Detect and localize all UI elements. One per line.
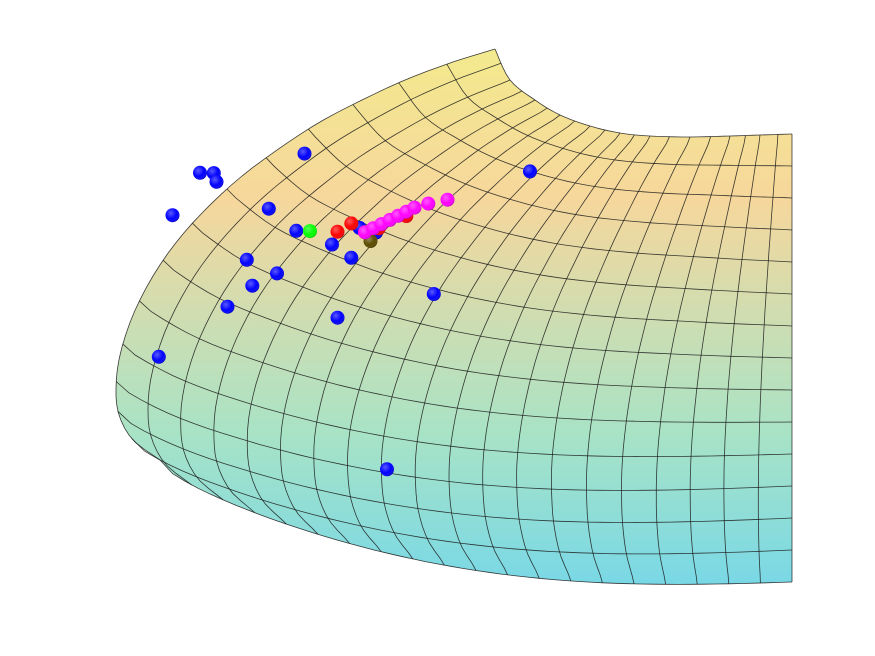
grid-column-line — [516, 135, 651, 579]
grid-column-line — [757, 134, 779, 584]
scatter-point — [344, 216, 359, 231]
scatter-point — [440, 192, 455, 207]
scatter-point — [245, 278, 260, 293]
scatter-point — [426, 287, 441, 301]
grid-column-line — [246, 99, 536, 525]
surface-grid — [115, 48, 793, 585]
scatter-point — [344, 250, 359, 265]
scatter-point-shading — [344, 250, 359, 265]
scatter-point-shading — [325, 237, 339, 252]
scatter-point — [220, 299, 235, 314]
grid-column-line — [414, 129, 606, 566]
scatter-point-shading — [289, 223, 304, 238]
scatter-point-shading — [151, 349, 166, 364]
grid-column-line — [313, 114, 561, 544]
grid-column-line — [551, 136, 670, 582]
scatter-point-shading — [245, 278, 260, 293]
scatter-point — [151, 349, 166, 364]
scatter-point — [421, 196, 436, 211]
grid-column-line — [147, 62, 502, 486]
scatter-point-shading — [344, 216, 359, 231]
scatter-point — [407, 200, 422, 215]
scatter-point-shading — [426, 287, 441, 301]
scatter-point — [297, 146, 312, 161]
scatter-points — [151, 146, 537, 477]
scatter-point-shading — [330, 310, 345, 325]
scatter-point-shading — [297, 146, 312, 161]
scatter-point — [239, 252, 254, 267]
scatter-point — [330, 224, 345, 239]
scatter-point-shading — [220, 299, 235, 314]
grid-column-line — [448, 132, 621, 571]
grid-column-line — [621, 136, 711, 584]
scatter-point-shading — [270, 266, 284, 281]
scatter-point-shading — [193, 165, 207, 180]
scatter-point-shading — [239, 252, 254, 267]
scatter-point — [270, 266, 284, 281]
scatter-point — [380, 462, 394, 477]
scatter-point — [289, 223, 304, 238]
scatter-point — [193, 165, 207, 180]
scatter-point — [325, 237, 339, 252]
scatter-point — [209, 174, 224, 189]
scatter-point-shading — [421, 196, 436, 211]
grid-column-line — [279, 107, 548, 535]
scatter-point-shading — [380, 462, 394, 477]
grid-column-line — [586, 136, 691, 583]
grid-column-line — [689, 135, 746, 585]
grid-column-line — [347, 120, 575, 552]
scatter-point-shading — [330, 224, 345, 239]
scatter-point — [330, 310, 345, 325]
scatter-point — [261, 201, 276, 216]
scatter-point-shading — [209, 174, 224, 189]
grid-column-line — [380, 125, 591, 560]
scatter-point — [303, 224, 317, 239]
grid-column-line — [115, 48, 496, 461]
grid-column-line — [655, 135, 731, 585]
scatter-point-shading — [523, 164, 537, 179]
scatter-point — [523, 164, 537, 179]
scatter-point-shading — [407, 200, 422, 215]
scatter-point — [165, 208, 180, 223]
scatter-point-shading — [261, 201, 276, 216]
scatter-point-shading — [440, 192, 455, 207]
grid-column-line — [723, 134, 761, 584]
scatter-point-shading — [165, 208, 180, 223]
scatter-point-shading — [303, 224, 317, 239]
grid-column-line — [482, 134, 635, 576]
